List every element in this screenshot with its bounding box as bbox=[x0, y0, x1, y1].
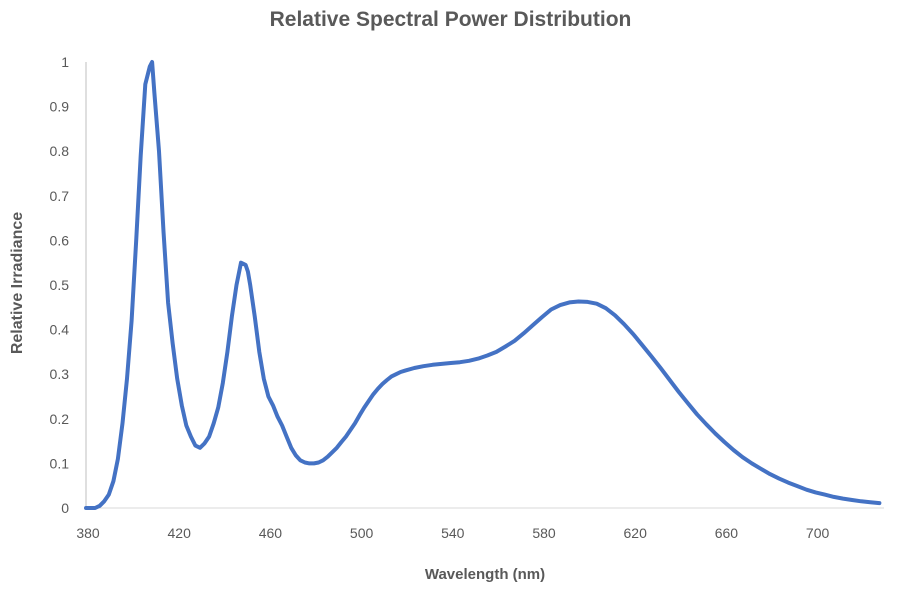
y-tick-label: 0.1 bbox=[50, 455, 70, 471]
x-tick-labels: 380 420 460 500 540 580 620 660 700 bbox=[76, 525, 829, 541]
y-tick-label: 0.9 bbox=[50, 99, 70, 115]
y-axis-label: Relative Irradiance bbox=[9, 211, 26, 355]
x-tick-label: 540 bbox=[441, 525, 465, 541]
y-tick-label: 0.4 bbox=[50, 322, 70, 338]
y-tick-label: 0 bbox=[61, 500, 69, 516]
x-axis-label: Wavelength (nm) bbox=[424, 566, 546, 583]
y-tick-label: 1 bbox=[61, 54, 69, 70]
y-tick-label: 0.6 bbox=[50, 232, 70, 248]
y-tick-label: 0.5 bbox=[50, 277, 70, 293]
y-tick-labels: 0 0.1 0.2 0.3 0.4 0.5 0.6 0.7 0.8 0.9 1 bbox=[50, 54, 70, 516]
y-tick-label: 0.2 bbox=[50, 411, 70, 427]
y-tick-label: 0.7 bbox=[50, 188, 70, 204]
x-tick-label: 580 bbox=[532, 525, 556, 541]
chart-title: Relative Spectral Power Distribution bbox=[269, 8, 632, 31]
x-tick-label: 700 bbox=[806, 525, 830, 541]
x-tick-label: 380 bbox=[76, 525, 100, 541]
x-tick-label: 660 bbox=[715, 525, 739, 541]
y-tick-label: 0.3 bbox=[50, 366, 70, 382]
y-tick-label: 0.8 bbox=[50, 143, 70, 159]
x-tick-label: 420 bbox=[168, 525, 192, 541]
x-tick-label: 500 bbox=[350, 525, 374, 541]
x-tick-label: 460 bbox=[259, 525, 283, 541]
x-tick-label: 620 bbox=[624, 525, 648, 541]
spectral-power-line bbox=[84, 60, 882, 510]
